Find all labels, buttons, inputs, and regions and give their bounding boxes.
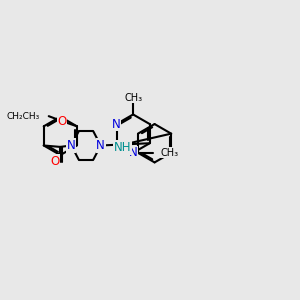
Text: N: N [129, 146, 137, 159]
Text: CH₂CH₃: CH₂CH₃ [7, 112, 40, 121]
Text: O: O [50, 155, 60, 168]
Text: CH₃: CH₃ [124, 92, 143, 103]
Text: N: N [112, 118, 121, 130]
Text: O: O [58, 115, 67, 128]
Text: NH: NH [114, 141, 131, 154]
Text: CH₃: CH₃ [160, 148, 179, 158]
Text: N: N [67, 139, 76, 152]
Text: N: N [96, 139, 105, 152]
